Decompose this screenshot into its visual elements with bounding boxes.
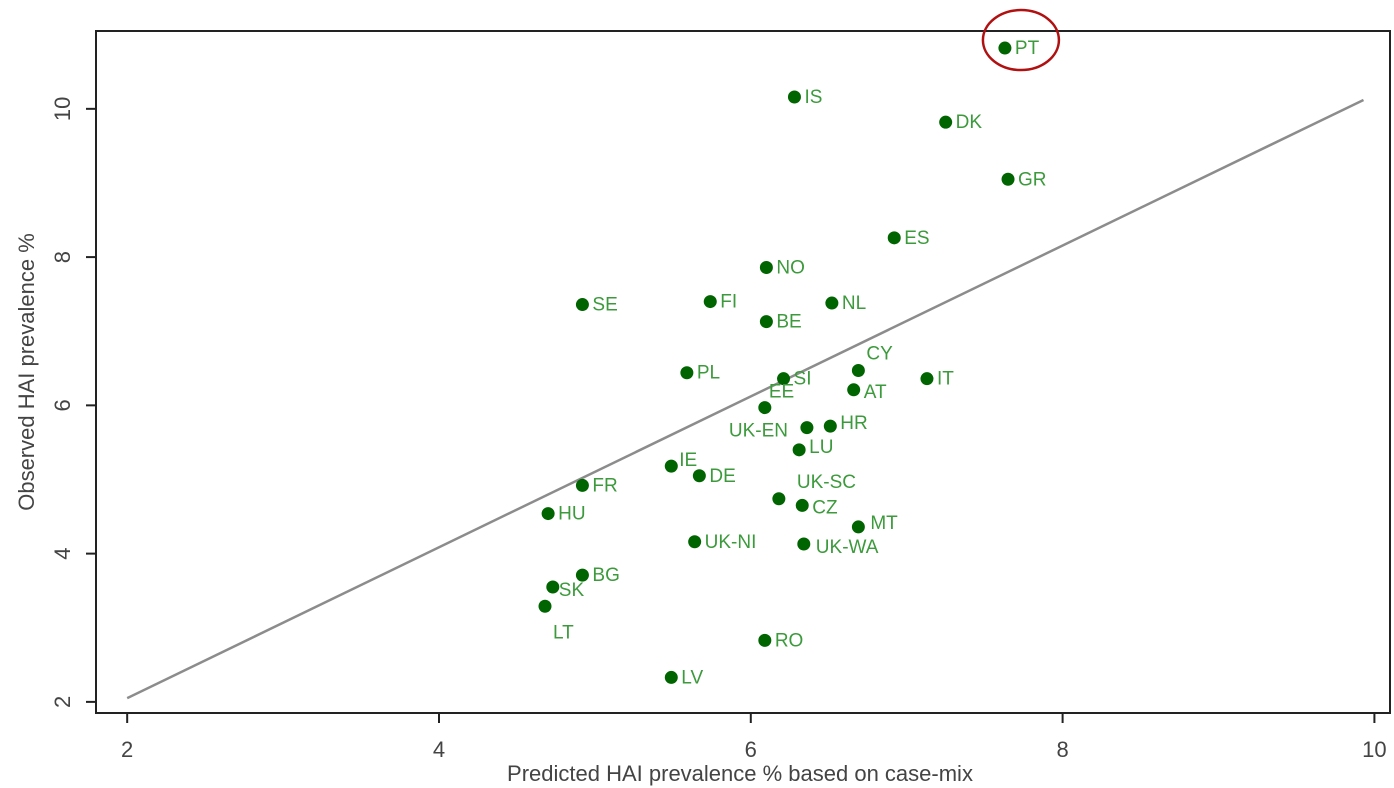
point-uk-en: [800, 421, 814, 435]
point-be: [759, 315, 773, 329]
point-hu: [541, 507, 555, 521]
x-tick-label: 10: [1362, 737, 1386, 762]
point-no: [759, 260, 773, 274]
y-tick-label: 6: [50, 399, 75, 411]
point-si: [777, 372, 791, 386]
label-is: IS: [804, 87, 822, 108]
y-tick-label: 10: [50, 97, 75, 121]
x-axis-title: Predicted HAI prevalence % based on case…: [507, 761, 973, 786]
label-gr: GR: [1018, 169, 1047, 190]
point-cz: [795, 498, 809, 512]
label-uk-ni: UK-NI: [705, 532, 757, 553]
label-hr: HR: [840, 413, 867, 434]
point-ee: [758, 401, 772, 415]
point-pl: [680, 366, 694, 380]
point-mt: [851, 520, 865, 534]
point-cy: [851, 364, 865, 378]
label-no: NO: [776, 257, 805, 278]
label-fi: FI: [720, 292, 737, 313]
data-points: [538, 41, 1015, 684]
point-labels: PT IS DK GR ES NO SE FI NL BE CY PL SI IT AT EE UK-EN HR L…: [553, 38, 1047, 688]
label-mt: MT: [870, 513, 898, 534]
reference-line: [126, 98, 1365, 700]
point-fi: [703, 295, 717, 309]
y-axis-ticks: 2 4 6 8 10: [50, 97, 96, 708]
point-lt: [538, 599, 552, 613]
label-bg: BG: [592, 565, 619, 586]
point-at: [847, 383, 861, 397]
label-ie: IE: [679, 450, 697, 471]
point-lu: [792, 443, 806, 457]
label-cz: CZ: [812, 497, 838, 518]
point-es: [887, 231, 901, 245]
point-hr: [823, 419, 837, 433]
point-bg: [575, 568, 589, 582]
label-uk-sc: UK-SC: [797, 472, 856, 493]
point-sk: [546, 580, 560, 594]
point-uk-sc: [772, 492, 786, 506]
plot-frame: [95, 30, 1391, 714]
y-tick-label: 8: [50, 251, 75, 263]
point-lv: [664, 670, 678, 684]
label-pt: PT: [1015, 38, 1040, 59]
label-at: AT: [864, 382, 887, 403]
point-ie: [664, 459, 678, 473]
label-si: SI: [794, 369, 812, 390]
point-pt: [998, 41, 1012, 55]
label-uk-en: UK-EN: [729, 421, 788, 442]
point-it: [920, 372, 934, 386]
label-ro: RO: [775, 630, 804, 651]
label-lu: LU: [809, 437, 833, 458]
label-pl: PL: [697, 363, 720, 384]
label-uk-wa: UK-WA: [816, 537, 879, 558]
label-se: SE: [592, 295, 617, 316]
x-tick-label: 4: [433, 737, 445, 762]
x-tick-label: 2: [121, 737, 133, 762]
label-dk: DK: [956, 112, 983, 133]
point-gr: [1001, 172, 1015, 186]
y-tick-label: 2: [50, 696, 75, 708]
point-de: [692, 469, 706, 483]
point-uk-wa: [797, 537, 811, 551]
label-de: DE: [709, 466, 735, 487]
highlight-circle: [981, 8, 1061, 72]
y-tick-label: 4: [50, 547, 75, 559]
label-hu: HU: [558, 504, 585, 525]
point-uk-ni: [688, 535, 702, 549]
label-sk: SK: [559, 580, 585, 601]
point-ro: [758, 633, 772, 647]
y-axis-title: Observed HAI prevalence %: [14, 233, 39, 511]
point-se: [575, 298, 589, 312]
label-nl: NL: [842, 293, 866, 314]
x-axis-ticks: 2 4 6 8 10: [121, 713, 1387, 762]
x-tick-label: 6: [745, 737, 757, 762]
label-it: IT: [937, 369, 954, 390]
point-is: [787, 90, 801, 104]
label-lv: LV: [681, 667, 703, 688]
point-dk: [939, 115, 953, 129]
label-es: ES: [904, 228, 929, 249]
label-cy: CY: [866, 344, 893, 365]
label-ee: EE: [769, 382, 794, 403]
label-be: BE: [776, 312, 801, 333]
x-tick-label: 8: [1056, 737, 1068, 762]
point-fr: [575, 478, 589, 492]
label-fr: FR: [592, 475, 617, 496]
point-nl: [825, 296, 839, 310]
label-lt: LT: [553, 622, 574, 643]
